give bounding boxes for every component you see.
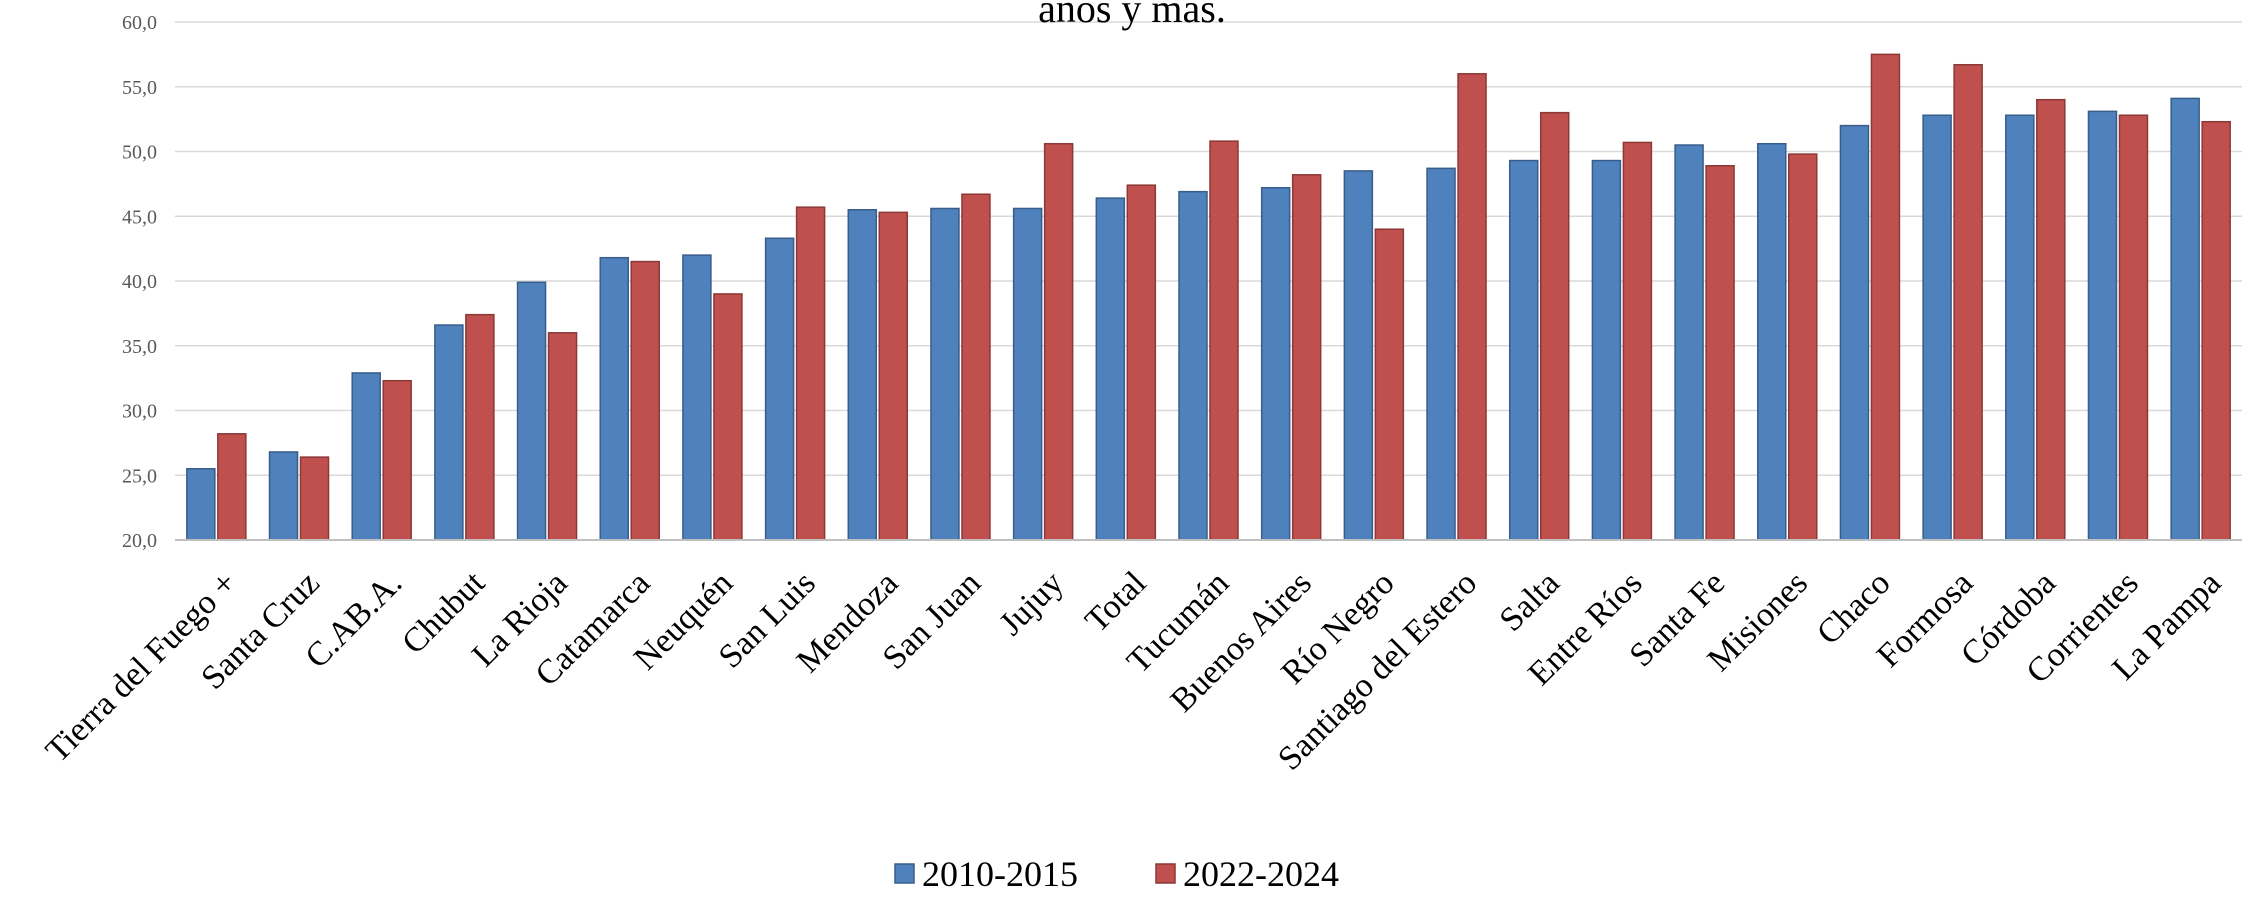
bar-series1 — [1095, 197, 1126, 541]
x-axis-ticks: Tierra del Fuego +Santa CruzC.AB.A.Chubu… — [39, 564, 2228, 778]
bar-series2 — [547, 332, 578, 541]
bar-series2 — [2036, 98, 2066, 541]
chart-title: años y más. — [1038, 0, 1226, 31]
bar-series2 — [961, 193, 991, 541]
bar-series1 — [2087, 110, 2118, 541]
bar-series2 — [1209, 140, 1239, 541]
bar-series1 — [268, 451, 299, 541]
bars — [186, 53, 2231, 541]
bar-series1 — [682, 254, 712, 541]
y-tick-label: 30,0 — [122, 401, 157, 423]
y-tick-label: 55,0 — [122, 77, 157, 99]
bar-series2 — [1291, 174, 1322, 541]
bar-series1 — [2170, 97, 2200, 541]
bar-series1 — [516, 281, 547, 541]
bar-series2 — [2118, 114, 2149, 541]
bar-series2 — [1374, 228, 1405, 541]
bar-series2 — [465, 313, 495, 541]
bar-series2 — [795, 206, 826, 541]
bar-series1 — [764, 237, 795, 541]
y-tick-label: 60,0 — [122, 12, 157, 34]
bar-series1 — [1839, 124, 1870, 541]
bar-series1 — [1591, 159, 1622, 541]
bar-series1 — [351, 372, 381, 541]
y-tick-label: 20,0 — [122, 530, 157, 552]
x-tick-label: Total — [1078, 564, 1153, 639]
bar-series2 — [1788, 153, 1818, 541]
bar-series1 — [1922, 114, 1952, 541]
bar-series2 — [1457, 73, 1487, 541]
bar-series2 — [217, 433, 247, 541]
legend-label: 2010-2015 — [922, 854, 1078, 894]
bar-series2 — [1870, 53, 1901, 541]
bar-series1 — [186, 468, 216, 541]
bar-series2 — [1705, 164, 1735, 541]
bar-series2 — [1953, 63, 1983, 541]
bar-series2 — [1043, 142, 1074, 541]
bar-series2 — [713, 293, 743, 541]
bar-series1 — [1178, 190, 1208, 541]
bar-series2 — [299, 456, 330, 541]
legend: 2010-2015 2022-2024 — [894, 854, 1339, 894]
bar-series1 — [2005, 114, 2035, 541]
bar-series1 — [1426, 167, 1456, 541]
bar-series1 — [1674, 144, 1704, 541]
x-tick-label: Salta — [1493, 564, 1567, 638]
bar-series1 — [930, 207, 960, 541]
bar-series2 — [382, 379, 412, 541]
bar-series1 — [1757, 142, 1787, 541]
x-tick-label: Jujuy — [993, 564, 1071, 642]
y-tick-label: 40,0 — [122, 271, 157, 293]
bar-series2 — [1539, 111, 1570, 541]
bar-series1 — [599, 256, 629, 541]
legend-swatch — [1155, 863, 1176, 884]
legend-swatch — [894, 863, 915, 884]
bar-series1 — [1343, 170, 1374, 541]
bar-series2 — [630, 260, 660, 541]
y-tick-label: 50,0 — [122, 142, 157, 164]
bar-series2 — [1126, 184, 1157, 541]
bar-series1 — [847, 209, 878, 541]
bar-series1 — [434, 324, 464, 541]
bar-series2 — [2201, 120, 2231, 541]
legend-label: 2022-2024 — [1183, 854, 1339, 894]
bar-series2 — [1622, 141, 1653, 541]
bar-series1 — [1260, 187, 1291, 541]
bar-series1 — [1012, 207, 1043, 541]
y-tick-label: 45,0 — [122, 206, 157, 228]
y-tick-label: 35,0 — [122, 336, 157, 358]
bar-series2 — [878, 211, 909, 541]
y-axis-ticks: 20,0 25,0 30,0 35,0 40,0 45,0 50,0 55,0 60,0 — [122, 12, 157, 552]
y-tick-label: 25,0 — [122, 465, 157, 487]
bar-series1 — [1508, 159, 1539, 541]
